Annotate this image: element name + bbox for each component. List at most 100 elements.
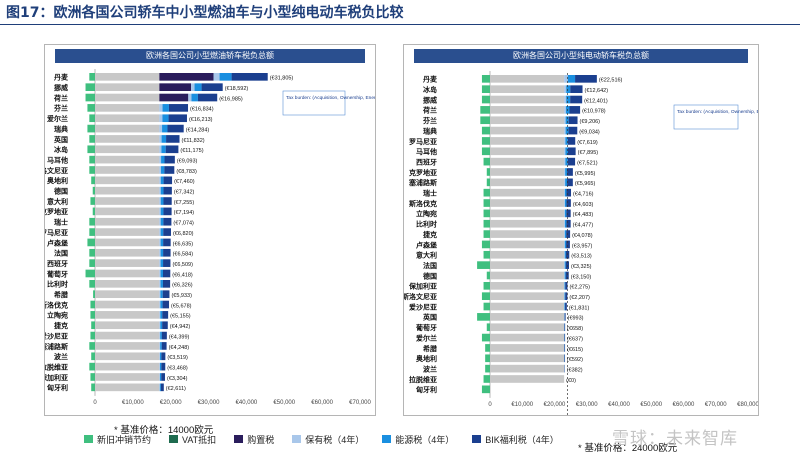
legend-swatch [84,435,93,443]
total-label: (€3,519) [167,355,188,361]
bar-bik-tax [566,219,571,228]
bar-bik-tax [168,114,187,123]
category-label: 冰岛 [54,145,68,154]
bar-base-cost [95,373,160,381]
category-label: 卢森堡 [47,238,69,247]
bar-bik-tax [161,352,166,361]
bar-energy-tax [160,197,164,205]
bar-savings [483,157,490,166]
bar-base-cost [490,147,565,156]
total-label: (€3,150) [571,274,592,280]
bar-savings [486,271,490,280]
bar-energy-tax [566,85,571,94]
total-label: (€3,957) [572,243,593,249]
bar-base-cost [490,137,565,145]
category-label: 法国 [54,249,68,258]
legend-swatch [382,435,392,443]
bar-base-cost [95,342,160,350]
category-label: 爱尔兰 [416,333,437,342]
bar-savings [89,166,95,174]
bar-base-cost [490,364,565,373]
bar-bik-tax [162,321,168,330]
bar-ownership-tax [564,199,565,207]
bar-base-cost [95,280,160,288]
bar-base-cost [95,321,160,330]
category-label: 比利时 [47,280,68,289]
bar-ownership-tax [564,240,565,249]
bar-savings [486,323,490,332]
bar-base-cost [490,240,565,249]
bar-bik-tax [197,93,218,102]
x-tick-label: €50,000 [273,400,295,406]
total-label: (€7,342) [174,190,195,196]
bar-savings [481,95,490,104]
category-label: 斯洛文尼亚 [45,166,68,175]
bar-base-cost [95,114,160,123]
x-tick-label: €10,000 [511,402,533,408]
category-label: 德国 [423,271,437,280]
bar-energy-tax [161,145,166,154]
bar-purchase-tax [159,73,214,81]
bar-savings [481,85,490,94]
bar-bik-tax [163,259,171,267]
bar-savings [89,228,95,236]
bar-ownership-tax [564,85,567,94]
chart-legend: 新旧冲销节约 VAT抵扣 购置税 保有税（4年） 能源税（4年） BIK福利税（… [84,432,577,446]
bar-savings [92,207,95,216]
total-label: (€11,175) [180,148,203,154]
category-label: 捷克 [423,230,437,239]
category-label: 葡萄牙 [415,323,437,332]
bar-base-cost [95,176,160,185]
bar-base-cost [95,259,160,267]
bar-ownership-tax [213,73,220,81]
total-label: (€637) [567,336,583,342]
bar-ownership-tax [159,166,162,174]
chart-ice-tax: 丹麦 (€31,805) 挪威 (€18,592) 荷兰 (€16,985) 芬兰 (€16,… [45,69,375,406]
bar-ownership-tax [159,104,163,112]
bar-bik-tax [564,313,566,321]
bar-ownership-tax [564,126,566,135]
bar-energy-tax [160,321,163,330]
bar-ownership-tax [564,188,565,197]
total-label: (€8,783) [176,169,197,175]
bar-ownership-tax [159,238,161,247]
bar-bik-tax [163,197,172,205]
bar-energy-tax [160,342,162,350]
bar-ownership-tax [564,230,565,238]
bar-ownership-tax [564,219,565,228]
total-label: (€5,678) [171,303,192,309]
bar-base-cost [95,248,160,257]
bar-savings [481,240,490,249]
total-label: (€5,155) [170,314,191,320]
bar-energy-tax [160,176,164,185]
bar-energy-tax [160,228,164,236]
category-label: 爱尔兰 [47,114,68,123]
bar-base-cost [490,116,565,125]
bar-bik-tax [567,168,573,176]
category-label: 英国 [53,135,68,144]
bar-ownership-tax [159,342,161,350]
category-label: 比利时 [416,220,437,229]
bar-base-cost [490,333,565,342]
total-label: (€4,399) [169,334,190,340]
bar-ownership-tax [159,217,161,226]
bar-bik-tax [567,178,573,187]
bar-savings [89,280,95,288]
bar-energy-tax [564,219,567,228]
total-label: (€10,978) [582,109,606,115]
bar-bik-tax [167,124,184,133]
bar-energy-tax [161,166,165,174]
total-label: (€2,275) [569,285,590,291]
total-label: (€3,513) [571,254,592,260]
bar-energy-tax [160,331,162,340]
category-label: 奥地利 [416,354,437,363]
category-label: 丹麦 [422,75,438,84]
total-label: (€9,206) [580,119,601,125]
bar-savings [87,104,95,112]
total-label: (€3,468) [167,365,188,371]
bar-energy-tax [564,282,566,290]
bar-bik-tax [163,217,172,226]
bar-savings [89,114,95,123]
tax-burden-callout-box [282,90,346,116]
bar-bik-tax [162,290,170,299]
